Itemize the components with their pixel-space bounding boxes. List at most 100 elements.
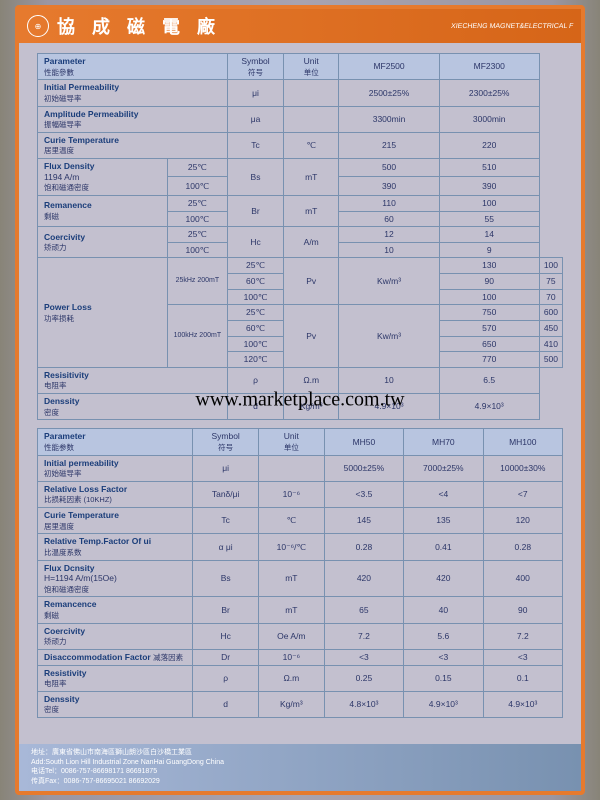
t2-h-param: Parameter性能参数	[38, 429, 193, 455]
c: 4.8×10³	[324, 691, 403, 717]
t1-pw-unit2: Kw/m³	[339, 305, 439, 368]
c: 120	[483, 508, 562, 534]
t1-init-c1: 2500±25%	[339, 80, 439, 106]
t1-h-c2: MF2300	[439, 54, 539, 80]
t1-flux-label: Flux Density1194 A/m饱和磁通密度	[38, 159, 168, 196]
c: 450	[539, 320, 562, 336]
c: 570	[439, 320, 539, 336]
t1-flux-c2b: 390	[439, 177, 539, 195]
t1-coer-c2a: 14	[439, 227, 539, 243]
t1-coer-unit: A/m	[283, 227, 338, 258]
t1-amp-label: Amplitude Permeability振幅磁导率	[38, 106, 228, 132]
header-title-en: XIECHENG MAGNET&ELECTRICAL F	[450, 23, 573, 30]
t1-rem-t100: 100℃	[167, 211, 227, 227]
c: 500	[539, 352, 562, 368]
r: Curie Temperature居里温度	[38, 508, 193, 534]
r: Relative Loss Factor比损耗因素 (10KHZ)	[38, 481, 193, 507]
c: d	[193, 691, 259, 717]
c: Oe A/m	[259, 623, 325, 649]
t1-amp-unit	[283, 106, 338, 132]
c: 420	[404, 560, 483, 597]
c: 100	[439, 289, 539, 305]
t1-pw-t60a: 60℃	[228, 274, 284, 290]
t1-coer-t100: 100℃	[167, 242, 227, 258]
r: Coercivity矫顽力	[38, 623, 193, 649]
t1-coer-c2b: 9	[439, 242, 539, 258]
c: ℃	[259, 508, 325, 534]
spec-table-2: Parameter性能参数 Symbol符号 Unit单位 MH50 MH70 …	[37, 428, 563, 718]
t1-rem-label: Remanence剩磁	[38, 195, 168, 226]
c: α μi	[193, 534, 259, 560]
c: 0.41	[404, 534, 483, 560]
t1-flux-sym: Bs	[228, 159, 284, 196]
c: 145	[324, 508, 403, 534]
t2-h-c2: MH70	[404, 429, 483, 455]
r: Relative Temp.Factor Of ui比温度系数	[38, 534, 193, 560]
t1-power-f1: 25kHz 200mT	[167, 258, 227, 305]
c: Br	[193, 597, 259, 623]
r: Resistivity电阻率	[38, 665, 193, 691]
t1-curie-c1: 215	[339, 132, 439, 158]
t1-pw-t100a: 100℃	[228, 289, 284, 305]
c: 410	[539, 336, 562, 352]
c: ρ	[193, 665, 259, 691]
t1-power-f2: 100kHz 200mT	[167, 305, 227, 368]
footer-tel: 电话Tel：0086-757-86698171 86691875	[31, 767, 569, 777]
t1-flux-c1a: 500	[339, 159, 439, 177]
c: 7.2	[324, 623, 403, 649]
c: 10⁻⁶	[259, 649, 325, 665]
t1-h-unit: Unit单位	[283, 54, 338, 80]
c: 4.9×10³	[483, 691, 562, 717]
t1-amp-c1: 3300min	[339, 106, 439, 132]
t1-curie-unit: ℃	[283, 132, 338, 158]
c: 70	[539, 289, 562, 305]
c: 420	[324, 560, 403, 597]
c: 120℃	[228, 352, 284, 368]
footer-fax: 传真Fax：0086-757-86695021 86692029	[31, 777, 569, 787]
r: Flux DcnsityH=1194 A/m(15Oe)饱和磁通密度	[38, 560, 193, 597]
t1-rem-sym: Br	[228, 195, 284, 226]
c: 4.9×10³	[439, 394, 539, 420]
c: 6.5	[439, 367, 539, 393]
t1-pw-f1-25-c1: 130	[439, 258, 539, 274]
t1-pw-unit1: Kw/m³	[339, 258, 439, 305]
c: 40	[404, 597, 483, 623]
t1-dens-label: Denssity密度	[38, 394, 228, 420]
t1-init-c2: 2300±25%	[439, 80, 539, 106]
c: <3	[483, 649, 562, 665]
c: Ω.m	[259, 665, 325, 691]
c: 0.15	[404, 665, 483, 691]
c: 7000±25%	[404, 455, 483, 481]
t1-rem-c2a: 100	[439, 195, 539, 211]
c: 10	[339, 367, 439, 393]
t1-amp-sym: μa	[228, 106, 284, 132]
c: 90	[483, 597, 562, 623]
c: <3	[324, 649, 403, 665]
c: 0.28	[324, 534, 403, 560]
c: 100℃	[228, 336, 284, 352]
c: Hc	[193, 623, 259, 649]
c: Tc	[193, 508, 259, 534]
t1-rem-c2b: 55	[439, 211, 539, 227]
t1-init-unit	[283, 80, 338, 106]
t1-init-sym: μi	[228, 80, 284, 106]
t1-curie-sym: Tc	[228, 132, 284, 158]
t1-pw-sym2: Pv	[283, 305, 338, 368]
c: 10⁻⁶/℃	[259, 534, 325, 560]
t1-flux-t25: 25℃	[167, 159, 227, 177]
c: 770	[439, 352, 539, 368]
t1-pw-sym1: Pv	[283, 258, 338, 305]
c: mT	[259, 560, 325, 597]
c: <3.5	[324, 481, 403, 507]
c: Ω.m	[283, 367, 338, 393]
c: 5000±25%	[324, 455, 403, 481]
r: Remancence剩磁	[38, 597, 193, 623]
c: Dr	[193, 649, 259, 665]
c: Kg/m³	[283, 394, 338, 420]
content-area: Parameter性能參數 Symbol符号 Unit单位 MF2500 MF2…	[19, 43, 581, 730]
header-bar: ⊕ 協 成 磁 電 廠 XIECHENG MAGNET&ELECTRICAL F	[19, 9, 581, 43]
logo-icon: ⊕	[27, 15, 49, 37]
t1-coer-c1b: 10	[339, 242, 439, 258]
c: d	[228, 394, 284, 420]
t1-curie-label: Curie Temperature居里温度	[38, 132, 228, 158]
